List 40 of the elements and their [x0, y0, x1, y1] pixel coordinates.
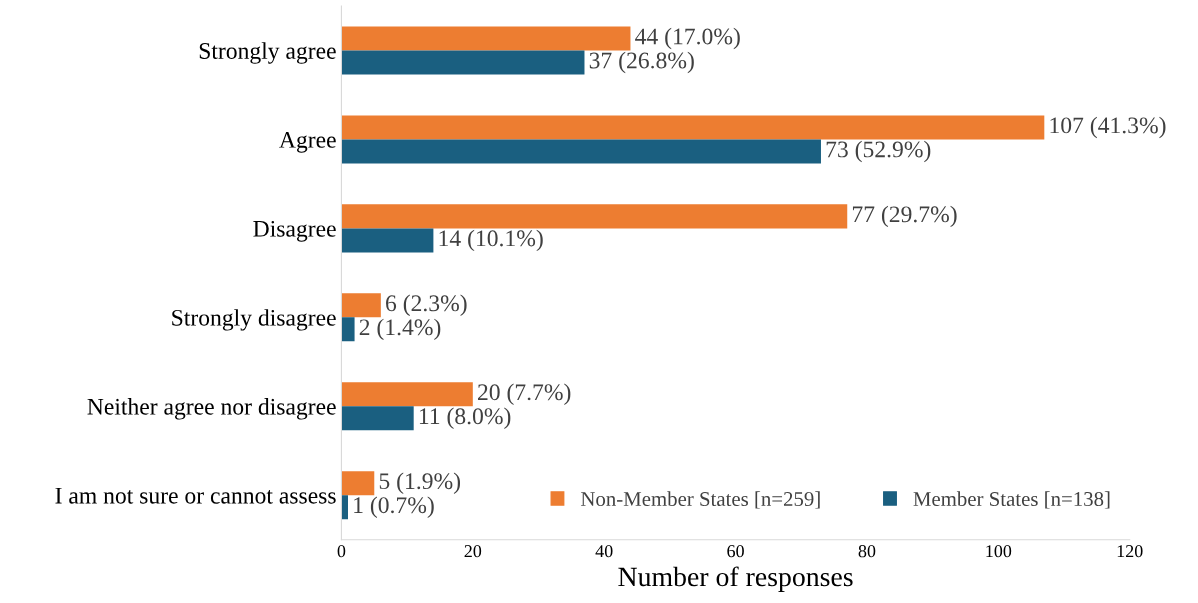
- data-label: 37 (26.8%): [589, 51, 694, 74]
- data-label: 2 (1.4%): [359, 318, 441, 341]
- bar: [341, 317, 355, 342]
- x-tick-label: 0: [337, 545, 346, 558]
- y-tick-label: Strongly agree: [199, 42, 336, 64]
- data-label: 107 (41.3%): [1050, 116, 1166, 139]
- data-label: 20 (7.7%): [478, 383, 571, 405]
- bar: [341, 204, 848, 229]
- x-axis-title: Number of responses: [618, 566, 853, 592]
- x-tick-label: 120: [1117, 545, 1143, 558]
- bar: [341, 228, 434, 253]
- bar: [341, 382, 473, 407]
- bar: [341, 115, 1045, 140]
- y-tick-label: Agree: [279, 132, 336, 153]
- y-tick-label: I am not sure or cannot assess: [55, 487, 336, 504]
- data-label: 77 (29.7%): [852, 205, 957, 228]
- x-tick-label: 60: [727, 545, 744, 558]
- data-label: 11 (8.0%): [419, 407, 511, 429]
- bar: [341, 495, 348, 520]
- data-label: 73 (52.9%): [826, 140, 931, 163]
- data-label: 5 (1.9%): [379, 472, 461, 494]
- bar: [341, 50, 585, 75]
- legend-label: Non-Member States [n=259]: [580, 491, 820, 509]
- x-tick-label: 20: [464, 545, 482, 558]
- bar: [341, 471, 375, 496]
- data-label: 1 (0.7%): [354, 496, 434, 518]
- bar: [341, 406, 414, 431]
- y-tick-label: Disagree: [253, 220, 336, 242]
- x-tick-label: 80: [858, 545, 876, 558]
- data-label: 14 (10.1%): [439, 229, 543, 252]
- x-tick-label: 100: [986, 545, 1012, 558]
- y-tick-label: Strongly disagree: [172, 309, 336, 331]
- x-tick-label: 40: [595, 545, 613, 558]
- data-label: 44 (17.0%): [635, 27, 740, 50]
- data-label: 6 (2.3%): [386, 294, 467, 317]
- y-tick-label: Neither agree nor disagree: [87, 398, 336, 420]
- bar: [341, 26, 631, 51]
- bar: [341, 293, 381, 318]
- bar: [341, 139, 821, 164]
- legend-label: Member States [n=138]: [913, 491, 1110, 509]
